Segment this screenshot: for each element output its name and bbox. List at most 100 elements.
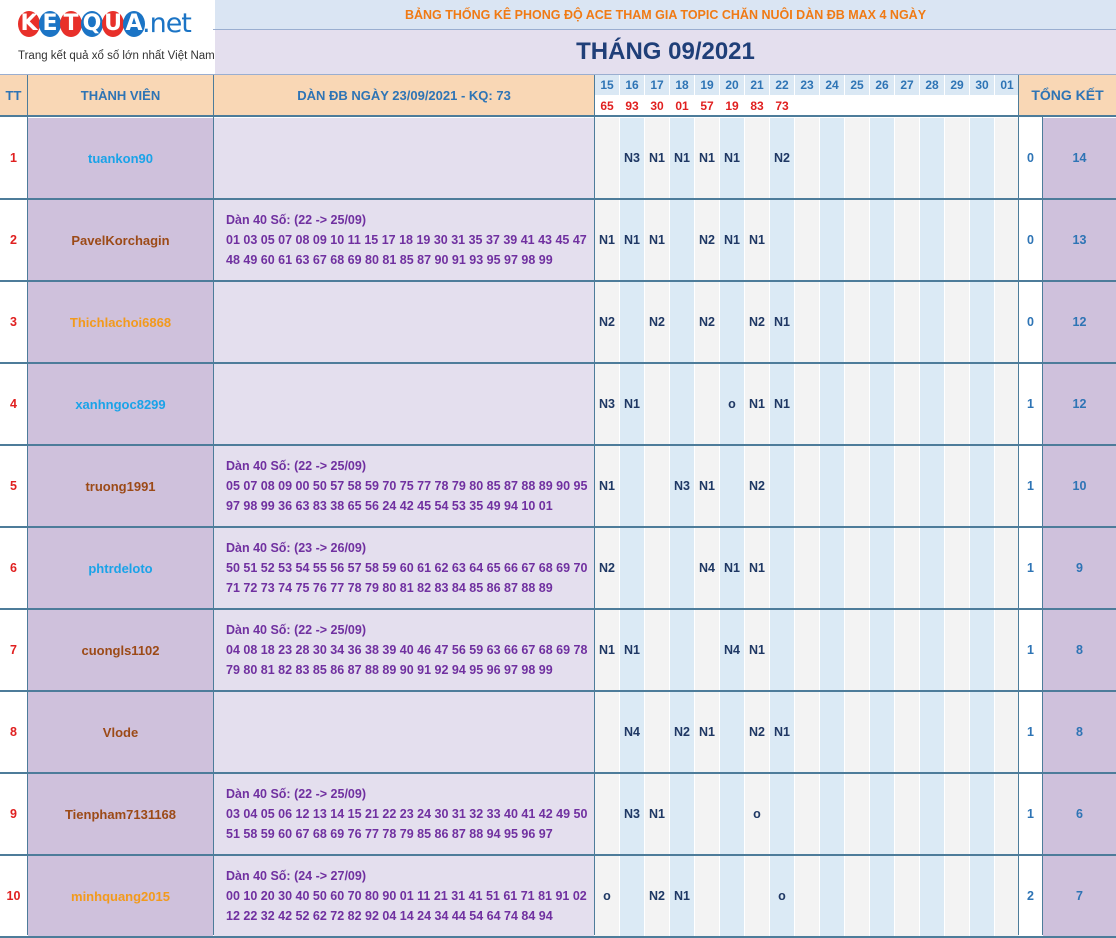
mark-cell [995, 364, 1019, 444]
mark-cell [945, 692, 969, 772]
day-header-25: 25 [845, 75, 869, 95]
mark-cell: N1 [670, 856, 694, 936]
summary-hits: 1 [1019, 774, 1042, 854]
summary-hits: 1 [1019, 610, 1042, 690]
member-name: cuongls1102 [28, 610, 213, 690]
mark-cell: N1 [770, 692, 794, 772]
mark-cell: N1 [770, 364, 794, 444]
mark-cell [820, 692, 844, 772]
day-header-20: 20 [720, 75, 744, 95]
summary-total: 12 [1043, 364, 1116, 444]
mark-cell: N1 [720, 528, 744, 608]
row-divider [0, 854, 1116, 856]
day-header-17: 17 [645, 75, 669, 95]
member-name: tuankon90 [28, 118, 213, 198]
mark-cell [720, 282, 744, 362]
mark-cell [845, 528, 869, 608]
mark-cell [895, 692, 919, 772]
mark-cell [670, 364, 694, 444]
mark-cell: N2 [595, 282, 619, 362]
day-header-29: 29 [945, 75, 969, 95]
mark-cell [770, 200, 794, 280]
row-tt: 9 [0, 774, 27, 854]
mark-cell [920, 282, 944, 362]
mark-cell [820, 200, 844, 280]
mark-cell [645, 528, 669, 608]
row-tt: 1 [0, 118, 27, 198]
mark-cell [870, 774, 894, 854]
mark-cell [645, 692, 669, 772]
summary-hits: 1 [1019, 528, 1042, 608]
dan-line: 03 04 05 06 12 13 14 15 21 22 23 24 30 3… [226, 807, 588, 821]
member-name: PavelKorchagin [28, 200, 213, 280]
mark-cell: N1 [595, 200, 619, 280]
mark-cell: N3 [670, 446, 694, 526]
mark-cell [945, 610, 969, 690]
result-28 [920, 96, 944, 115]
mark-cell [770, 528, 794, 608]
mark-cell [995, 692, 1019, 772]
summary-total: 7 [1043, 856, 1116, 936]
mark-cell [720, 446, 744, 526]
mark-cell: N1 [745, 200, 769, 280]
day-header-22: 22 [770, 75, 794, 95]
mark-cell [945, 856, 969, 936]
mark-cell [845, 610, 869, 690]
mark-cell [895, 610, 919, 690]
mark-cell [795, 446, 819, 526]
mark-cell [920, 446, 944, 526]
result-15: 65 [595, 96, 619, 115]
mark-cell: N3 [620, 118, 644, 198]
mark-cell: N2 [645, 856, 669, 936]
result-30 [970, 96, 994, 115]
mark-cell [895, 856, 919, 936]
day-header-01: 01 [995, 75, 1019, 95]
mark-cell [795, 610, 819, 690]
dan-cell: Dàn 40 Số: (24 -> 27/09) 00 10 20 30 40 5… [214, 856, 594, 936]
mark-cell [795, 774, 819, 854]
dan-cell: Dàn 40 Số: (22 -> 25/09) 03 04 05 06 12 1… [214, 774, 594, 854]
dan-line: 51 58 59 60 67 68 69 76 77 78 79 85 86 8… [226, 827, 553, 841]
day-header-23: 23 [795, 75, 819, 95]
mark-cell [695, 774, 719, 854]
result-24 [820, 96, 844, 115]
member-name: phtrdeloto [28, 528, 213, 608]
mark-cell: N2 [695, 282, 719, 362]
logo-letter: Q [81, 11, 103, 37]
dan-line: 79 80 81 82 83 85 86 87 88 89 90 91 92 9… [226, 663, 553, 677]
row-divider [0, 772, 1116, 774]
mark-cell [945, 282, 969, 362]
mark-cell [970, 446, 994, 526]
dan-cell: Dàn 40 Số: (22 -> 25/09) 01 03 05 07 08 0… [214, 200, 594, 280]
column-divider [213, 75, 214, 935]
mark-cell [870, 528, 894, 608]
mark-cell [970, 118, 994, 198]
mark-cell [870, 118, 894, 198]
mark-cell [845, 282, 869, 362]
mark-cell: N1 [695, 692, 719, 772]
member-name: minhquang2015 [28, 856, 213, 936]
mark-cell [895, 282, 919, 362]
summary-hits: 2 [1019, 856, 1042, 936]
mark-cell [595, 692, 619, 772]
summary-total: 8 [1043, 692, 1116, 772]
mark-cell: N2 [645, 282, 669, 362]
mark-cell [795, 200, 819, 280]
mark-cell: o [745, 774, 769, 854]
row-tt: 3 [0, 282, 27, 362]
mark-cell [845, 364, 869, 444]
mark-cell [720, 774, 744, 854]
day-header-15: 15 [595, 75, 619, 95]
mark-cell: N2 [695, 200, 719, 280]
member-name: Thichlachoi6868 [28, 282, 213, 362]
mark-cell [595, 118, 619, 198]
column-tt: TT [0, 75, 27, 115]
day-header-26: 26 [870, 75, 894, 95]
logo-letter: K [18, 11, 40, 37]
mark-cell [670, 528, 694, 608]
result-29 [945, 96, 969, 115]
member-name: Tienpham7131168 [28, 774, 213, 854]
mark-cell [895, 118, 919, 198]
mark-cell [920, 856, 944, 936]
